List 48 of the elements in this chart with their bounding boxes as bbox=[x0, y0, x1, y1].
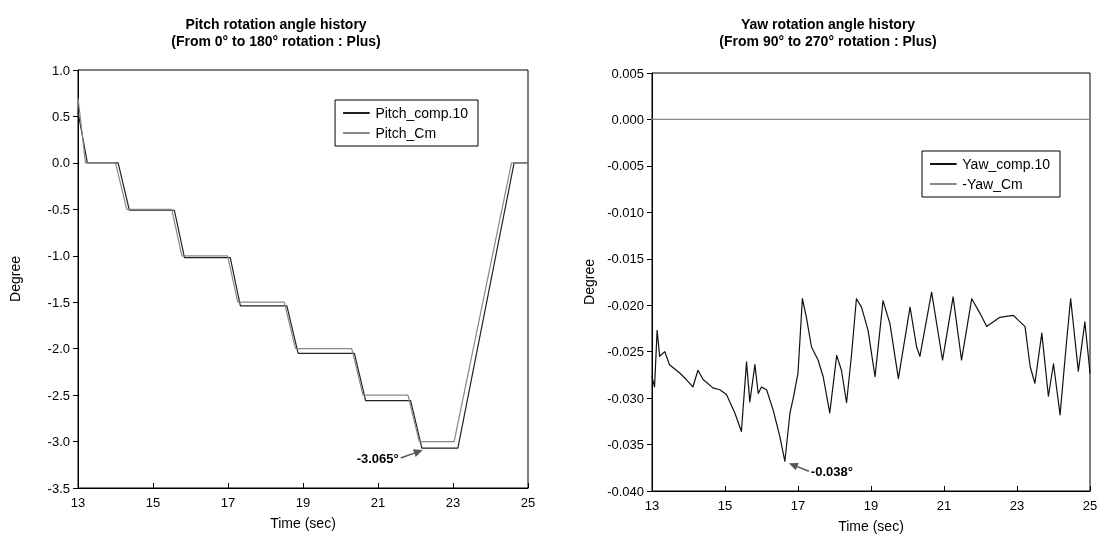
x-tick-label: 19 bbox=[295, 495, 311, 510]
legend-label: -Yaw_Cm bbox=[962, 176, 1023, 192]
y-axis-title: Degree bbox=[7, 255, 23, 302]
y-tick-label: -0.035 bbox=[607, 437, 644, 453]
y-tick-label: 0.005 bbox=[611, 65, 644, 81]
legend-label: Yaw_comp.10 bbox=[962, 156, 1051, 172]
annotation: -3.065° bbox=[356, 450, 399, 466]
y-tick-label: 0.000 bbox=[611, 111, 644, 127]
x-tick-label: 25 bbox=[1082, 498, 1098, 513]
legend-label: Pitch_Cm bbox=[375, 125, 437, 141]
x-tick-label: 21 bbox=[936, 498, 952, 513]
x-tick-label: 21 bbox=[370, 495, 386, 510]
y-tick-label: -0.030 bbox=[607, 390, 644, 406]
y-tick-label: -0.015 bbox=[607, 251, 644, 267]
y-tick-label: 1.0 bbox=[51, 62, 70, 78]
y-tick-label: -2.5 bbox=[47, 387, 70, 403]
chart-title: Pitch rotation angle history bbox=[185, 16, 367, 32]
y-tick-label: -3.5 bbox=[47, 480, 70, 496]
y-tick-label: -2.0 bbox=[47, 341, 70, 357]
x-tick-label: 15 bbox=[145, 495, 161, 510]
x-tick-label: 15 bbox=[717, 498, 733, 513]
y-tick-label: -0.020 bbox=[607, 297, 644, 313]
y-axis-title: Degree bbox=[581, 258, 597, 305]
y-tick-label: -0.025 bbox=[607, 344, 644, 360]
y-tick-label: -0.010 bbox=[607, 204, 644, 220]
y-tick-label: 0.0 bbox=[51, 155, 70, 171]
x-axis-title: Time (sec) bbox=[270, 515, 336, 531]
x-tick-label: 13 bbox=[70, 495, 86, 510]
x-tick-label: 17 bbox=[220, 495, 236, 510]
y-tick-label: -1.5 bbox=[47, 294, 70, 310]
x-tick-label: 23 bbox=[445, 495, 461, 510]
y-tick-label: -3.0 bbox=[47, 434, 70, 450]
legend-label: Pitch_comp.10 bbox=[375, 105, 469, 121]
annotation: -0.038° bbox=[810, 463, 853, 479]
y-tick-label: -0.005 bbox=[607, 158, 644, 174]
y-tick-label: -0.5 bbox=[47, 201, 70, 217]
x-axis-title: Time (sec) bbox=[838, 518, 904, 534]
x-tick-label: 17 bbox=[790, 498, 806, 513]
y-tick-label: 0.5 bbox=[51, 108, 70, 124]
x-tick-label: 25 bbox=[520, 495, 536, 510]
chart-subtitle: (From 0° to 180° rotation : Plus) bbox=[171, 33, 381, 49]
x-tick-label: 19 bbox=[863, 498, 879, 513]
chart-subtitle: (From 90° to 270° rotation : Plus) bbox=[719, 33, 937, 49]
chart-title: Yaw rotation angle history bbox=[740, 16, 916, 32]
x-tick-label: 23 bbox=[1009, 498, 1025, 513]
y-tick-label: -1.0 bbox=[47, 248, 70, 264]
y-tick-label: -0.040 bbox=[607, 483, 644, 499]
x-tick-label: 13 bbox=[644, 498, 660, 513]
